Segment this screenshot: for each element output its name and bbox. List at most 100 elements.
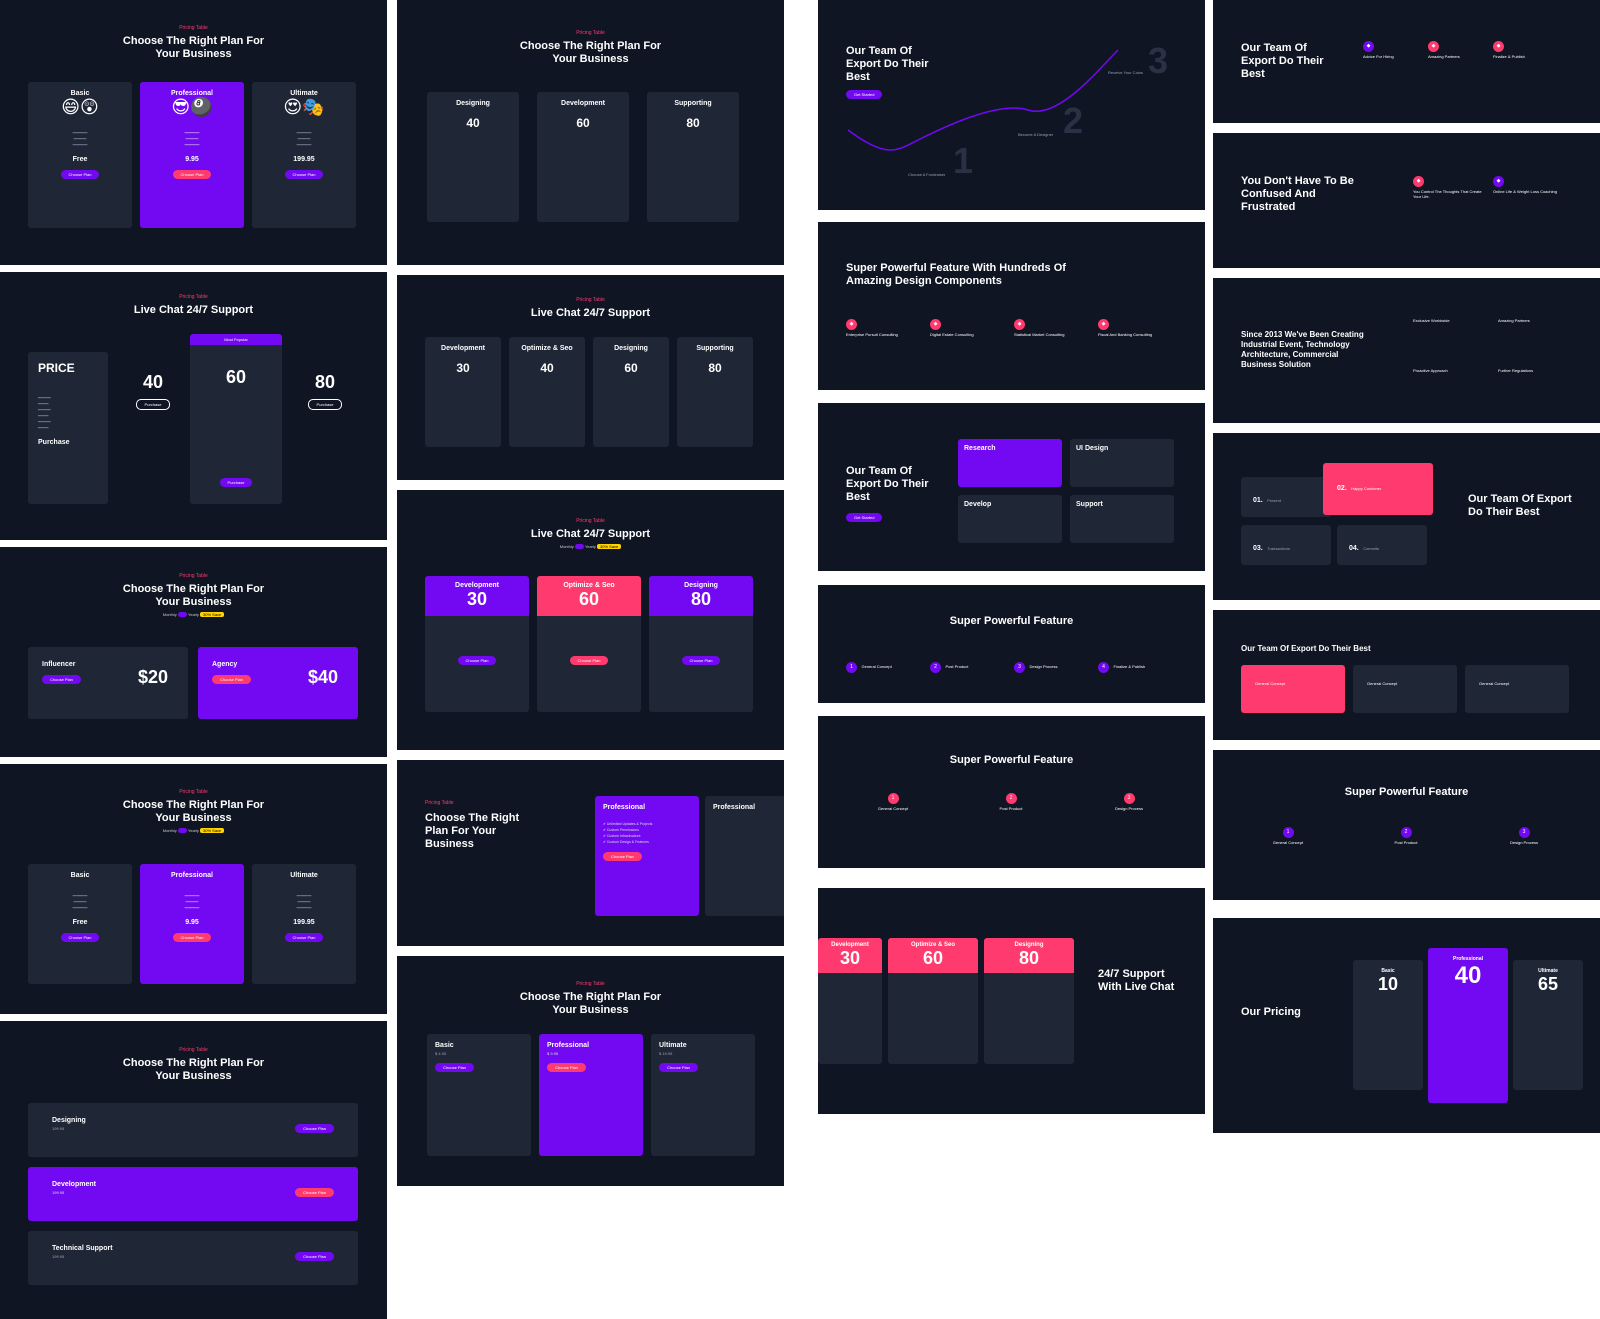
plan-name: Influencer <box>42 661 76 668</box>
choose-plan-button[interactable]: Choose Plan <box>569 656 609 665</box>
plan-card-ultimate: Ultimate 😍🎭 ━━━━━━━ ━━━━━━ ━━━━━━━ 199.95 … <box>252 82 356 228</box>
row-designing: Designing 199.95 Choose Plan <box>28 1103 358 1157</box>
plan-card-influencer: Influencer Choose Plan $20 <box>28 647 188 719</box>
plan-card-designing: Designing 40 <box>427 92 519 222</box>
plan-card-supporting: Supporting 80 <box>677 337 753 447</box>
choose-plan-button[interactable]: Choose Plan <box>547 1063 586 1072</box>
path-graphic <box>847 49 1119 151</box>
plan-name: Agency <box>212 661 238 668</box>
plan-card-professional: Professional 😎🎱 ━━━━━━━ ━━━━━━ ━━━━━━━ 9.9… <box>140 82 244 228</box>
choose-plan-button[interactable]: Choose Plan <box>284 170 324 179</box>
panel-title: Choose The Right Plan For Your Business <box>122 799 265 824</box>
get-started-button[interactable]: Get Started <box>846 90 883 99</box>
choose-plan-button[interactable]: Choose Plan <box>295 1124 334 1133</box>
plan-name: Ultimate <box>290 90 318 97</box>
billing-toggle[interactable]: Monthly Yearly 30% Save <box>0 828 387 834</box>
choose-plan-button[interactable]: Choose Plan <box>60 170 100 179</box>
panel-title: Our Team Of Export Do Their Best <box>846 45 929 83</box>
feature-panel-4: Super Powerful Feature 1 General Concept… <box>818 585 1205 703</box>
purchase-button[interactable]: Purchase <box>219 478 253 487</box>
purchase-button[interactable]: Purchase <box>307 399 343 410</box>
plan-card-basic: Basic 😄😲 ━━━━━━━ ━━━━━━ ━━━━━━━ Free Choos… <box>28 82 132 228</box>
plan-card-development: Development 30 <box>425 337 501 447</box>
pricing-panel-influencer: Pricing Table Choose The Right Plan For … <box>0 547 387 757</box>
purchase-button[interactable]: Purchase <box>135 399 171 410</box>
panel-title: Super Powerful Feature <box>949 754 1074 766</box>
panel-title: Choose The Right Plan For Your Business <box>425 812 520 850</box>
panel-title: Super Powerful Feature <box>949 615 1074 627</box>
get-started-button[interactable]: Get Started <box>846 513 883 522</box>
panel-title: Our Team Of Export Do Their Best <box>1241 644 1371 653</box>
concept-card-2: General Concept <box>1353 665 1457 713</box>
plan-card-development: Development 30 <box>818 938 882 1064</box>
plan-card-agency: Agency Choose Plan $40 <box>198 647 358 719</box>
team-panel-path: Our Team Of Export Do Their Best Get Sta… <box>818 0 1205 210</box>
row-technical-support: Technical Support 199.95 Choose Plan <box>28 1231 358 1285</box>
plan-price: 9.95 <box>185 156 199 163</box>
plan-card-optimize: Optimize & Seo 60 <box>888 938 978 1064</box>
plan-card-ultimate: Ultimate $ 19.95 Choose Plan <box>651 1034 755 1156</box>
our-pricing-panel: Our Pricing Basic 10 Professional 40 Ultim… <box>1213 918 1600 1133</box>
panel-title: Our Team Of Export Do Their Best <box>1468 493 1572 518</box>
row-development: Development 199.95 Choose Plan <box>28 1167 358 1221</box>
choose-plan-button[interactable]: Choose Plan <box>295 1252 334 1261</box>
choose-plan-button[interactable]: Choose Plan <box>212 675 251 684</box>
plan-card-basic: Basic $ 4.95 Choose Plan <box>427 1034 531 1156</box>
team-panel-concepts: Our Team Of Export Do Their Best General… <box>1213 610 1600 740</box>
billing-toggle[interactable]: Monthly Yearly 30% Save <box>397 544 784 550</box>
choose-plan-button[interactable]: Choose Plan <box>172 170 212 179</box>
panel-title: Our Pricing <box>1241 1006 1301 1018</box>
pricing-panel-colored: Pricing Table Live Chat 24/7 Support Mon… <box>397 490 784 750</box>
most-popular-badge: Most Popular <box>190 334 282 345</box>
plan-card-development: Development 60 <box>537 92 629 222</box>
choose-plan-button[interactable]: Choose Plan <box>60 933 100 942</box>
team-panel-grid: Our Team Of Export Do Their Best Get Sta… <box>818 403 1205 571</box>
choose-plan-button[interactable]: Choose Plan <box>42 675 81 684</box>
emoji-icon: 😎🎱 <box>171 97 213 117</box>
grid-card-support: Support <box>1070 495 1174 543</box>
billing-toggle[interactable]: Monthly Yearly 30% Save <box>0 612 387 618</box>
pricing-label: Pricing Table <box>179 573 208 579</box>
choose-plan-button[interactable]: Choose Plan <box>659 1063 698 1072</box>
panel-title: Super Powerful Feature <box>1344 786 1469 798</box>
price-heading: PRICE <box>38 361 75 375</box>
since-2013-panel: Since 2013 We've Been Creating Industria… <box>1213 278 1600 423</box>
plan-col-60: Most Popular 60 Purchase <box>190 334 282 504</box>
plan-col-80: 80 Purchase <box>290 352 360 504</box>
feature-panel-components: Super Powerful Feature With Hundreds Of … <box>818 222 1205 390</box>
stat-transactions: 03. Transactions <box>1241 525 1331 565</box>
concept-card-1: General Concept <box>1241 665 1345 713</box>
choose-plan-button[interactable]: Choose Plan <box>172 933 212 942</box>
panel-title: 24/7 Support With Live Chat <box>1098 968 1175 993</box>
feature-panel-3: Super Powerful Feature 1 General Concept … <box>818 716 1205 868</box>
purchase-text: Purchase <box>38 439 70 446</box>
pricing-label: Pricing Table <box>179 25 208 31</box>
panel-title: Since 2013 We've Been Creating Industria… <box>1241 330 1364 369</box>
choose-plan-button[interactable]: Choose Plan <box>681 656 721 665</box>
plan-value: 40 <box>142 372 164 392</box>
plan-card-basic: Basic 10 <box>1353 960 1423 1090</box>
choose-plan-button[interactable]: Choose Plan <box>603 852 642 861</box>
pricing-label: Pricing Table <box>179 1047 208 1053</box>
plan-card-basic: Basic ━━━━━━━ ━━━━━━ ━━━━━━━ Free Choose P… <box>28 864 132 984</box>
plan-value: $40 <box>307 667 338 687</box>
pricing-panel-list: Pricing Table Choose The Right Plan For … <box>397 956 784 1186</box>
panel-title: Choose The Right Plan For Your Business <box>122 35 265 60</box>
panel-title: Live Chat 24/7 Support <box>133 304 254 316</box>
pricing-panel-3col: Pricing Table Choose The Right Plan For … <box>397 0 784 265</box>
pricing-panel-emoji: Pricing Table Choose The Right Plan For … <box>0 0 387 265</box>
choose-plan-button[interactable]: Choose Plan <box>435 1063 474 1072</box>
choose-plan-button[interactable]: Choose Plan <box>295 1188 334 1197</box>
price-label-card: PRICE ━━━━━━ ━━━━━ ━━━━━━ ━━━━━ ━━━━━━ ━━━━━ … <box>28 352 108 504</box>
panel-title: Live Chat 24/7 Support <box>530 307 651 319</box>
choose-plan-button[interactable]: Choose Plan <box>284 933 324 942</box>
plan-card-optimize: Optimize & Seo 60 Choose Plan <box>537 576 641 712</box>
feature-icon: ◆ <box>1014 319 1025 330</box>
pricing-panel-rows: Pricing Table Choose The Right Plan For … <box>0 1021 387 1319</box>
plan-card-professional: Professional 40 <box>1428 948 1508 1103</box>
emoji-icon: 😍🎭 <box>283 97 325 117</box>
pricing-panel-table: Pricing Table Live Chat 24/7 Support PRI… <box>0 272 387 540</box>
plan-price: 199.95 <box>293 156 315 163</box>
choose-plan-button[interactable]: Choose Plan <box>457 656 497 665</box>
feature-icon: ◆ <box>930 319 941 330</box>
